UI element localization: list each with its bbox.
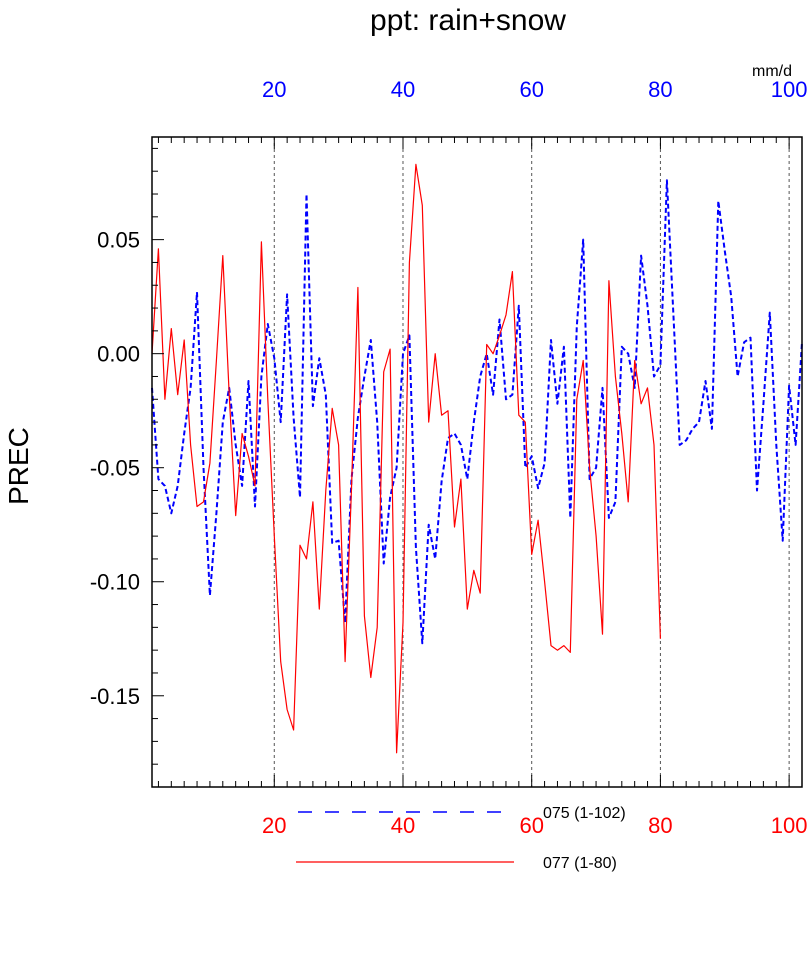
y-tick-label: -0.15 [90,684,140,709]
bottom-tick-labels: 20 40 60 80 100 [262,813,807,838]
tick-marks [152,137,803,788]
top-tick-label: 80 [648,77,672,102]
plot-frame [151,136,803,788]
series-line-075 [151,179,803,645]
top-tick-label: 100 [771,77,808,102]
bottom-tick-label: 100 [771,813,808,838]
bottom-tick-label: 40 [391,813,415,838]
top-tick-label: 20 [262,77,286,102]
grid-lines [273,137,790,787]
legend-label-077: 077 (1-80) [543,855,617,872]
series-group [151,163,803,754]
top-tick-label: 60 [519,77,543,102]
y-axis-label: PREC [3,427,34,505]
bottom-tick-label: 20 [262,813,286,838]
units-label: mm/d [752,63,792,80]
bottom-tick-label: 60 [519,813,543,838]
y-tick-label: -0.05 [90,456,140,481]
legend: 075 (1-102) 077 (1-80) [296,805,626,872]
y-tick-label: 0.00 [97,342,140,367]
legend-label-075: 075 (1-102) [543,805,626,822]
y-tick-label: 0.05 [97,228,140,253]
bottom-tick-label: 80 [648,813,672,838]
chart-title: ppt: rain+snow [370,4,566,37]
y-tick-labels: 0.05 0.00 -0.05 -0.10 -0.15 [90,228,140,709]
series-line-077 [151,163,661,754]
y-tick-label: -0.10 [90,570,140,595]
top-tick-label: 40 [391,77,415,102]
top-tick-labels: 20 40 60 80 100 [262,77,807,102]
